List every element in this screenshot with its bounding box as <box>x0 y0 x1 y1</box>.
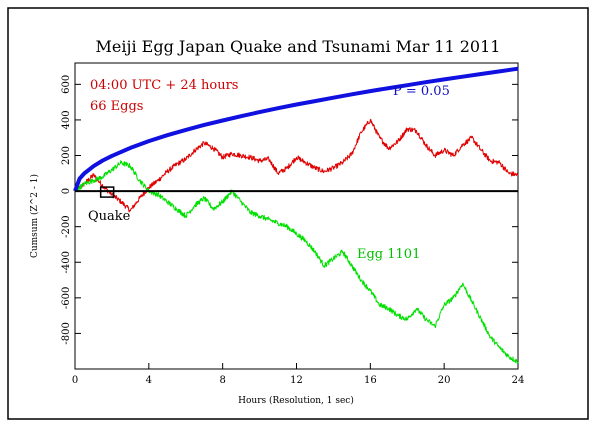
x-tick-label: 24 <box>512 375 525 386</box>
series-label-egg-1101: Egg 1101 <box>357 247 420 262</box>
x-tick-label: 0 <box>72 375 78 386</box>
y-axis-title: Cumsum (Z^2 - 1) <box>29 174 40 258</box>
x-axis-title: Hours (Resolution, 1 sec) <box>238 395 354 406</box>
annotation-quake: Quake <box>88 209 131 224</box>
quake-marker <box>99 186 115 198</box>
y-tick-label: -200 <box>61 215 72 237</box>
x-tick-label: 16 <box>364 375 377 386</box>
y-tick-label: 400 <box>61 110 72 129</box>
chart-title: Meiji Egg Japan Quake and Tsunami Mar 11… <box>96 37 501 56</box>
y-tick-label: 200 <box>61 146 72 165</box>
y-tick-label: 600 <box>61 75 72 94</box>
x-tick-label: 20 <box>438 375 451 386</box>
y-tick-label: -600 <box>61 287 72 309</box>
series-line-p-005 <box>73 66 519 192</box>
x-tick-label: 12 <box>290 375 303 386</box>
x-tick-label: 4 <box>146 375 152 386</box>
axes: 0 4 8 12 16 20 24 -800 -600 -400 -200 0 200 400 600 <box>61 75 524 386</box>
y-tick-label: -400 <box>61 251 72 273</box>
y-tick-label: 0 <box>61 188 72 194</box>
x-tick-label: 8 <box>219 375 225 386</box>
series-label-p-005: P = 0.05 <box>393 84 450 99</box>
annotation-time-window: 04:00 UTC + 24 hours <box>90 78 238 93</box>
annotation-egg-count: 66 Eggs <box>90 99 143 114</box>
page-frame <box>7 7 589 420</box>
series-line-eggs <box>74 118 519 213</box>
y-tick-label: -800 <box>61 322 72 344</box>
